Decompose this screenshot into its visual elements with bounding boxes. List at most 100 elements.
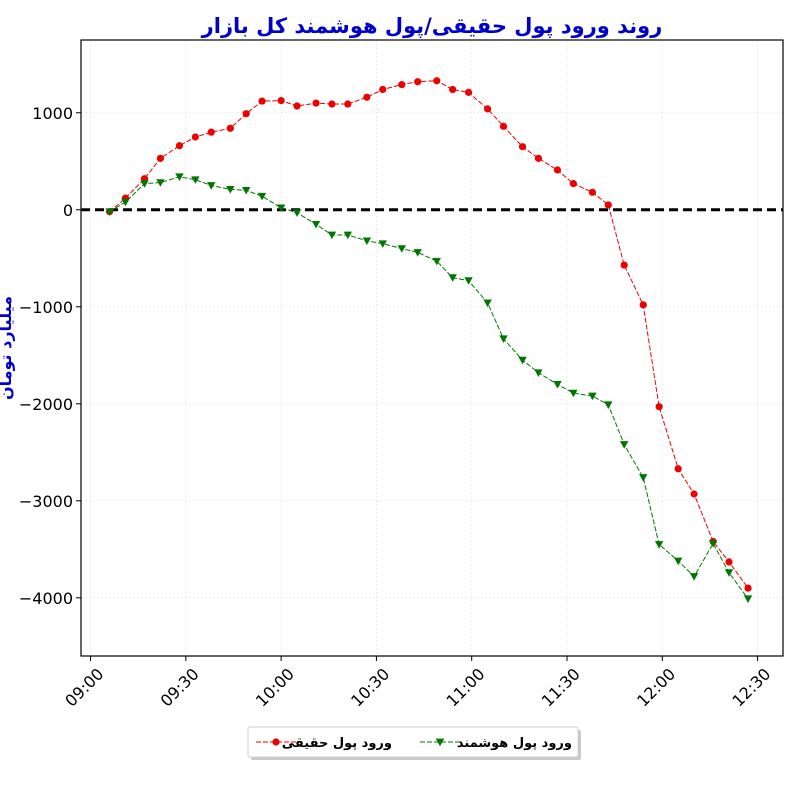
x-tick-label: 09:30 bbox=[157, 664, 203, 710]
series-real-money bbox=[105, 77, 752, 592]
data-point bbox=[378, 240, 387, 248]
plot-frame bbox=[80, 39, 784, 657]
data-point bbox=[464, 277, 473, 285]
chart-title: روند ورود پول حقیقی/پول هوشمند کل بازار bbox=[201, 14, 663, 38]
data-point bbox=[743, 595, 753, 603]
data-point bbox=[363, 93, 371, 101]
data-point bbox=[292, 209, 302, 217]
data-point bbox=[708, 540, 718, 548]
data-point bbox=[293, 102, 301, 110]
data-point bbox=[207, 128, 215, 136]
data-point bbox=[588, 188, 597, 196]
legend-swatch-marker bbox=[435, 738, 445, 747]
data-point bbox=[690, 490, 698, 498]
x-tick-label: 11:00 bbox=[442, 664, 488, 710]
data-point bbox=[226, 124, 234, 132]
data-point bbox=[518, 143, 527, 151]
y-tick-label: 1000 bbox=[32, 104, 73, 123]
x-axis: 09:00 09:30 10:00 10:30 11:00 11:30 12:00 12:30 bbox=[61, 656, 774, 710]
y-tick-label: −4000 bbox=[19, 589, 73, 608]
legend-label: ورود پول حقیقی bbox=[282, 736, 392, 751]
data-point bbox=[464, 88, 473, 96]
y-tick-label: −1000 bbox=[19, 298, 73, 317]
series-line bbox=[109, 80, 749, 589]
data-point bbox=[257, 192, 267, 201]
data-point bbox=[639, 474, 648, 482]
legend-box bbox=[247, 726, 579, 758]
y-axis: −4000 −3000 −2000 −1000 0 1000 bbox=[19, 104, 81, 608]
data-point bbox=[499, 122, 508, 130]
x-tick-label: 09:00 bbox=[61, 664, 107, 710]
data-point bbox=[499, 335, 508, 343]
data-point bbox=[175, 142, 184, 150]
data-point bbox=[724, 569, 734, 577]
legend-swatch-marker bbox=[272, 738, 280, 746]
data-point bbox=[569, 389, 578, 398]
data-point bbox=[674, 465, 682, 473]
data-point bbox=[448, 274, 457, 282]
data-point bbox=[312, 99, 320, 107]
data-point bbox=[744, 584, 752, 592]
data-point bbox=[725, 558, 733, 566]
data-point bbox=[140, 180, 149, 188]
data-point bbox=[639, 301, 647, 309]
data-point bbox=[483, 105, 492, 113]
data-point bbox=[588, 392, 597, 401]
data-point bbox=[398, 81, 406, 89]
data-point bbox=[191, 176, 200, 184]
y-axis-label: میلیارد تومان bbox=[0, 296, 15, 400]
data-point bbox=[344, 100, 352, 108]
data-point bbox=[343, 231, 353, 240]
data-point bbox=[534, 154, 543, 162]
x-tick-label: 12:00 bbox=[633, 664, 679, 710]
series-smart-money bbox=[105, 173, 753, 603]
data-point bbox=[277, 97, 285, 105]
data-point bbox=[483, 299, 492, 308]
data-point bbox=[397, 245, 407, 253]
data-point bbox=[258, 97, 266, 105]
data-point bbox=[604, 401, 613, 409]
data-point bbox=[654, 541, 664, 549]
data-point bbox=[156, 179, 165, 187]
legend: ورود پول حقیقی ورود پول هوشمند bbox=[247, 726, 581, 760]
data-point bbox=[553, 381, 562, 389]
data-point bbox=[604, 201, 612, 209]
data-point bbox=[242, 110, 250, 118]
data-point bbox=[655, 403, 663, 411]
data-point bbox=[276, 204, 286, 213]
y-tick-label: 0 bbox=[63, 201, 73, 220]
data-point bbox=[121, 198, 130, 207]
series-layer bbox=[105, 77, 753, 603]
data-point bbox=[673, 557, 683, 566]
data-point bbox=[553, 166, 562, 174]
legend-item-real-money: ورود پول حقیقی bbox=[256, 736, 392, 751]
data-point bbox=[191, 133, 199, 141]
data-point bbox=[433, 77, 441, 85]
x-tick-label: 11:30 bbox=[538, 664, 584, 710]
data-point bbox=[207, 182, 216, 190]
data-point bbox=[449, 85, 457, 94]
data-point bbox=[226, 186, 235, 194]
data-point bbox=[362, 237, 372, 246]
grid-lines bbox=[81, 40, 783, 656]
data-point bbox=[432, 257, 441, 266]
data-point bbox=[105, 208, 114, 216]
series-line bbox=[109, 176, 749, 600]
legend-label: ورود پول هوشمند bbox=[457, 736, 572, 751]
data-point bbox=[175, 173, 184, 181]
data-point bbox=[327, 231, 337, 240]
data-point bbox=[534, 369, 543, 377]
data-point bbox=[241, 187, 251, 195]
data-point bbox=[379, 85, 387, 94]
x-tick-label: 10:00 bbox=[252, 664, 298, 710]
data-point bbox=[518, 356, 527, 365]
data-point bbox=[619, 441, 629, 449]
y-tick-label: −2000 bbox=[19, 395, 73, 414]
x-tick-label: 12:30 bbox=[728, 664, 774, 710]
legend-item-smart-money: ورود پول هوشمند bbox=[420, 736, 572, 751]
y-tick-label: −3000 bbox=[19, 492, 73, 511]
data-point bbox=[311, 220, 321, 229]
x-tick-label: 10:30 bbox=[347, 664, 393, 710]
data-point bbox=[620, 261, 628, 269]
data-point bbox=[328, 100, 336, 108]
